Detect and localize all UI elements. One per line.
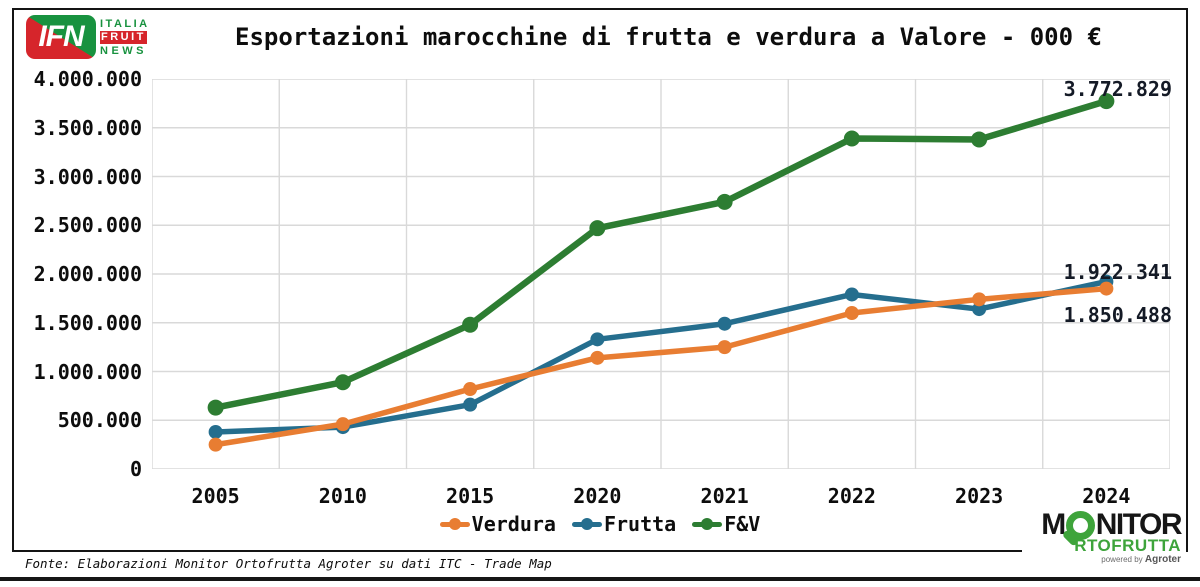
x-axis-label-2023: 2023 [955, 484, 1004, 508]
y-axis-tick: 1.500.000 [33, 310, 142, 335]
end-value-label-frutta: 1.922.341 [1063, 259, 1172, 284]
data-point-fv-2023 [971, 131, 988, 148]
monitor-ortofrutta-label: RTOFRUTTA [1074, 536, 1181, 555]
legend-dot-icon [580, 518, 593, 530]
y-axis-tick: 1.000.000 [33, 359, 142, 384]
legend-label: F&V [724, 512, 761, 536]
legend-item-verdura: Verdura [439, 512, 556, 536]
series-line-fv [212, 97, 1110, 411]
x-axis-label-2005: 2005 [191, 484, 240, 508]
source-text: Fonte: Elaborazioni Monitor Ortofrutta A… [25, 556, 552, 571]
data-point-frutta-2022 [844, 287, 859, 302]
data-point-verdura-2020 [590, 350, 605, 365]
ifn-badge-text: IFN [38, 20, 84, 53]
series-line-frutta [212, 278, 1110, 435]
end-value-label-verdura: 1.850.488 [1063, 302, 1172, 327]
data-point-frutta-2023 [972, 302, 987, 317]
end-value-label-fv: 3.772.829 [1063, 77, 1172, 102]
y-axis-tick: 0 [129, 457, 142, 481]
legend-marker-icon [692, 518, 723, 530]
legend-item-frutta: Frutta [571, 512, 677, 536]
x-axis-label-2021: 2021 [700, 484, 749, 508]
x-axis-label-2020: 2020 [573, 484, 622, 508]
data-point-fv-2015 [462, 316, 479, 333]
series-line-verdura [212, 285, 1110, 448]
data-point-verdura-2024 [1099, 281, 1114, 296]
monitor-powered-by: powered by Agroter [1101, 555, 1181, 565]
bottom-bar [0, 577, 1200, 581]
legend-label: Frutta [603, 512, 677, 536]
data-point-verdura-2023 [972, 292, 987, 307]
plot-area [152, 79, 1170, 469]
y-axis-tick: 4.000.000 [33, 67, 142, 91]
legend-item-fv: F&V [692, 512, 760, 536]
x-axis-label-2024: 2024 [1082, 484, 1131, 508]
chart-title: Esportazioni marocchine di frutta e verd… [235, 23, 1102, 51]
agroter-label: Agroter [1144, 554, 1181, 565]
ifn-italia-label: ITALIA [100, 17, 150, 30]
legend: Verdura Frutta F&V [14, 512, 1186, 536]
x-axis-label-2010: 2010 [318, 484, 367, 508]
ifn-news-label: NEWS [100, 44, 147, 57]
ifn-fruit-label: FRUIT [100, 30, 147, 44]
ifn-logo: IFN ITALIA FRUIT NEWS [26, 15, 150, 59]
legend-marker-icon [571, 518, 602, 530]
data-point-fv-2024 [1098, 93, 1115, 110]
data-point-verdura-2010 [335, 417, 350, 432]
data-point-fv-2005 [207, 399, 224, 416]
chart-svg [152, 79, 1170, 469]
data-point-fv-2022 [843, 130, 860, 147]
powered-by-label: powered by [1101, 555, 1143, 564]
y-axis-tick: 500.000 [57, 408, 142, 433]
data-point-fv-2010 [334, 374, 351, 391]
monitor-m: M [1041, 508, 1066, 541]
ifn-badge-icon: IFN [26, 15, 96, 59]
data-point-frutta-2015 [463, 397, 478, 412]
data-point-frutta-2005 [208, 424, 223, 439]
ifn-logo-text: ITALIA FRUIT NEWS [100, 18, 150, 57]
data-point-verdura-2005 [208, 437, 223, 452]
y-axis-tick: 2.000.000 [33, 262, 142, 286]
data-point-verdura-2021 [717, 340, 732, 355]
monitor-logo: M NITOR RTOFRUTTA powered by Agroter [1022, 506, 1186, 576]
y-axis-tick: 3.000.000 [33, 164, 142, 189]
legend-dot-icon [701, 518, 714, 530]
magnifier-handle [1061, 528, 1080, 547]
y-axis-tick: 3.500.000 [33, 115, 142, 140]
data-point-verdura-2015 [463, 382, 478, 397]
monitor-logo-line1: M NITOR [1041, 508, 1183, 547]
x-axis-label-2015: 2015 [446, 484, 495, 508]
legend-marker-icon [439, 518, 470, 530]
monitor-nitor: NITOR [1095, 508, 1183, 541]
x-axis-label-2022: 2022 [827, 484, 876, 508]
y-axis-tick: 2.500.000 [33, 213, 142, 238]
legend-dot-icon [448, 518, 461, 530]
data-point-verdura-2022 [844, 306, 859, 320]
data-point-fv-2021 [716, 193, 733, 210]
chart-box: IFN ITALIA FRUIT NEWS Esportazioni maroc… [12, 8, 1188, 552]
legend-label: Verdura [471, 512, 556, 536]
data-point-frutta-2021 [717, 316, 732, 331]
data-point-frutta-2020 [590, 332, 605, 347]
magnifier-icon [1061, 510, 1095, 547]
data-point-fv-2020 [589, 220, 606, 237]
